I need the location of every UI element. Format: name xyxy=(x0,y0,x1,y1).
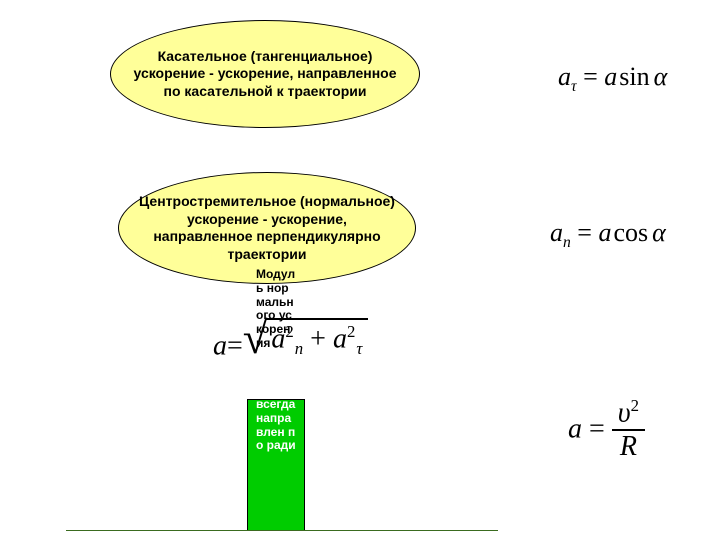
f3-t2e: 2 xyxy=(347,322,355,341)
f1-a: a xyxy=(604,62,617,91)
f1-eq: = xyxy=(577,62,605,91)
formula-centripetal-magnitude: a = υ2 R xyxy=(568,396,645,463)
f3-t1s: n xyxy=(295,339,303,358)
green-box-text: всегда направлен по ради xyxy=(256,398,296,453)
f4-lhs: a xyxy=(568,414,582,445)
f1-arg: α xyxy=(654,62,668,91)
f3-t2b: a xyxy=(333,323,347,354)
f1-sub: τ xyxy=(571,78,577,95)
f2-fn: cos xyxy=(613,218,648,247)
f3-t1e: 2 xyxy=(285,322,293,341)
f2-eq: = xyxy=(571,218,599,247)
f4-den: R xyxy=(614,431,643,463)
formula-magnitude: a=√a2n + a2τ xyxy=(213,318,368,363)
f2-a: a xyxy=(598,218,611,247)
f1-lhs: a xyxy=(558,62,571,91)
f4-nume: 2 xyxy=(631,396,639,415)
tangential-acceleration-callout: Касательное (тангенциальное) ускорение -… xyxy=(110,20,420,128)
f2-sub: n xyxy=(563,234,571,251)
f4-eq: = xyxy=(582,414,612,445)
f2-arg: α xyxy=(652,218,666,247)
formula-tangential: aτ = asinα xyxy=(558,62,667,96)
f3-t1b: a xyxy=(271,323,285,354)
f3-lhs: a xyxy=(213,331,227,362)
sqrt-symbol: √a2n + a2τ xyxy=(243,318,369,359)
formula-normal: an = acosα xyxy=(550,218,666,252)
centripetal-acceleration-text: Центростремительное (нормальное) ускорен… xyxy=(139,193,395,263)
fraction: υ2 R xyxy=(612,396,645,463)
f3-plus: + xyxy=(310,323,326,354)
f4-num: υ xyxy=(618,397,631,428)
f3-t2s: τ xyxy=(356,339,362,358)
f1-fn: sin xyxy=(619,62,649,91)
f3-eq: = xyxy=(227,331,243,362)
baseline-rule xyxy=(66,530,498,531)
f2-lhs: a xyxy=(550,218,563,247)
tangential-acceleration-text: Касательное (тангенциальное) ускорение -… xyxy=(131,48,399,101)
